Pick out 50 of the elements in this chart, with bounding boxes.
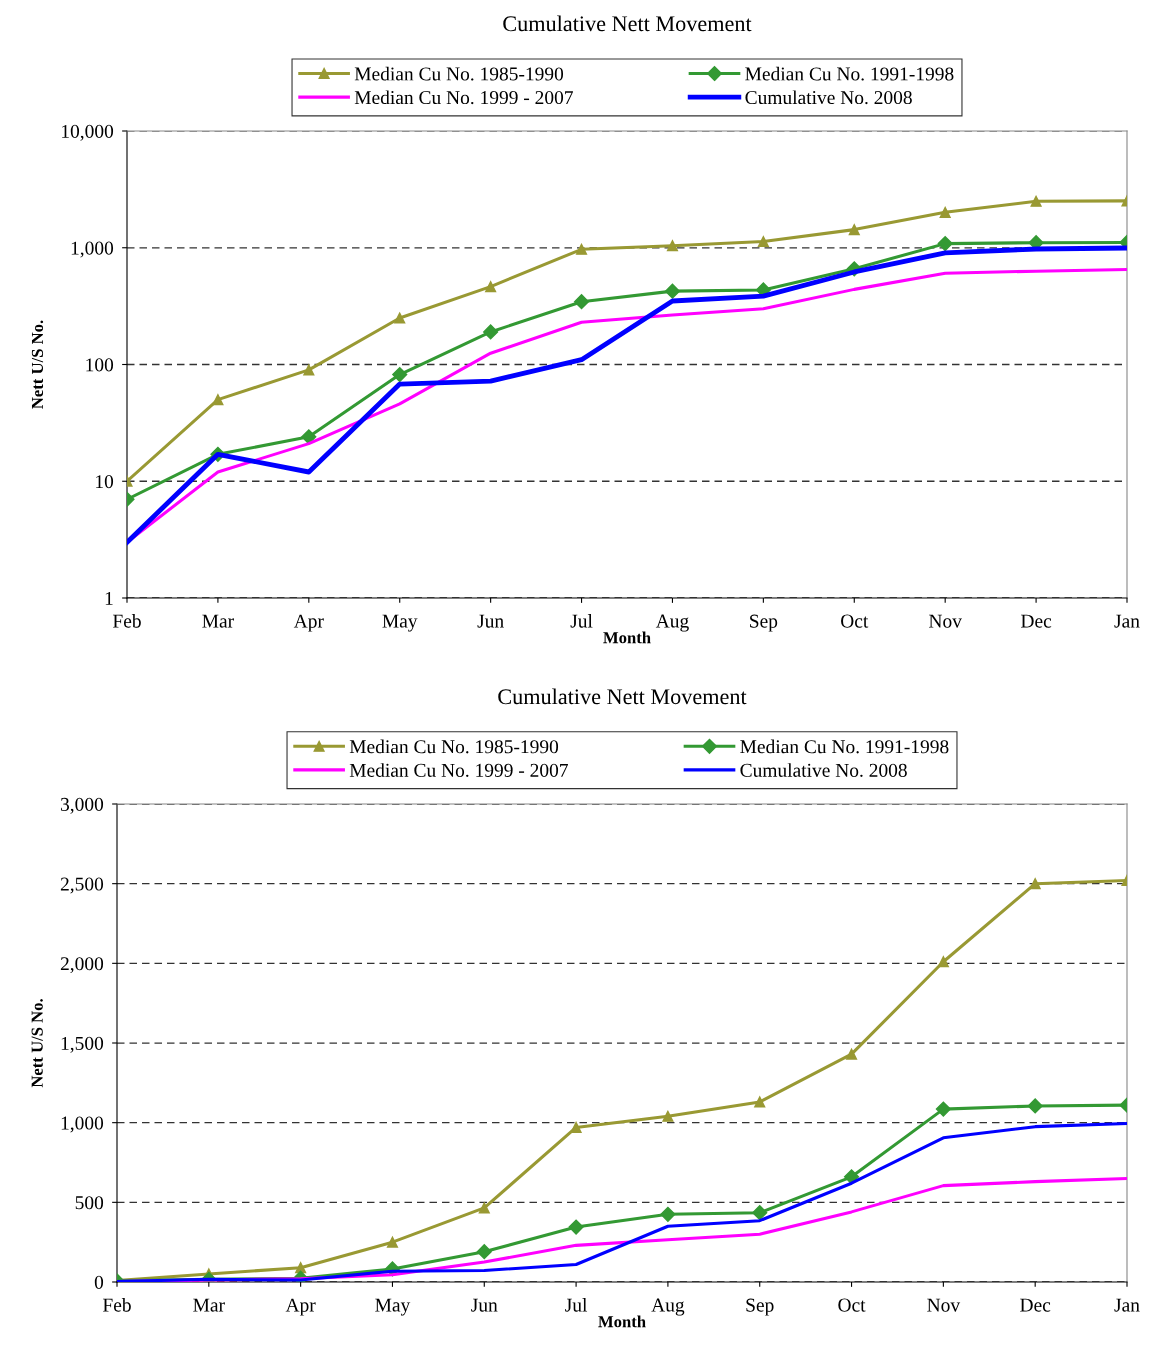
x-tick-label: Nov: [927, 1298, 961, 1312]
x-tick-label: Apr: [285, 1298, 316, 1316]
x-tick-label: May: [382, 614, 418, 632]
legend-label: Cumulative No. 2008: [740, 763, 907, 777]
x-tick-label: Sep: [746, 1298, 774, 1316]
y-tick-label: 10,000: [62, 124, 114, 141]
y-tick-label: 10: [96, 475, 114, 489]
chart-title: Cumulative Nett Movement: [503, 15, 752, 32]
x-tick-label: Apr: [293, 614, 324, 632]
x-tick-label: Sep: [750, 614, 778, 632]
x-tick-label: Jul: [565, 1297, 588, 1312]
y-tick-label: 1,000: [61, 1116, 104, 1133]
x-tick-label: Dec: [1021, 614, 1052, 628]
y-tick-label: 2,000: [60, 957, 104, 974]
legend-label: Cumulative No. 2008: [745, 90, 912, 105]
x-axis-title: Month: [603, 631, 651, 644]
x-tick-label: Nov: [929, 614, 962, 628]
x-tick-label: Feb: [102, 1297, 131, 1312]
x-tick-label: Aug: [655, 614, 689, 632]
x-tick-label: Feb: [112, 613, 141, 628]
y-tick-label: 1,500: [61, 1036, 104, 1053]
x-tick-label: Jul: [570, 613, 593, 628]
y-tick-label: 100: [86, 358, 114, 372]
x-tick-label: Dec: [1020, 1298, 1051, 1312]
y-tick-label: 3,000: [60, 797, 104, 814]
legend-label: Median Cu No. 1985-1990: [349, 739, 559, 754]
legend-label: Median Cu No. 1999 - 2007: [354, 90, 573, 105]
y-tick-label: 2,500: [60, 877, 104, 894]
x-tick-label: Oct: [841, 614, 869, 628]
legend-label: Median Cu No. 1991-1998: [740, 739, 949, 754]
y-tick-label: 1,000: [71, 241, 114, 258]
x-tick-label: Jun: [471, 1298, 498, 1312]
x-tick-label: Mar: [202, 614, 234, 628]
y-tick-label: 1: [105, 591, 113, 605]
legend-label: Median Cu No. 1985-1990: [354, 66, 564, 81]
x-tick-label: Aug: [651, 1298, 685, 1316]
chart-title: Cumulative Nett Movement: [498, 688, 747, 705]
x-tick-label: Jan: [1114, 1298, 1140, 1312]
y-axis-title: Nett U/S No.: [31, 999, 43, 1088]
y-axis-title: Nett U/S No.: [31, 320, 44, 409]
y-tick-label: 0: [94, 1275, 104, 1289]
x-tick-label: May: [375, 1298, 411, 1316]
x-tick-label: Jun: [477, 614, 504, 628]
y-tick-label: 500: [75, 1196, 104, 1210]
x-tick-label: Mar: [193, 1298, 225, 1312]
x-tick-label: Oct: [838, 1298, 866, 1312]
x-axis-title: Month: [598, 1315, 646, 1328]
x-tick-label: Jan: [1114, 614, 1140, 628]
legend-label: Median Cu No. 1991-1998: [745, 66, 954, 81]
legend-label: Median Cu No. 1999 - 2007: [349, 763, 568, 777]
